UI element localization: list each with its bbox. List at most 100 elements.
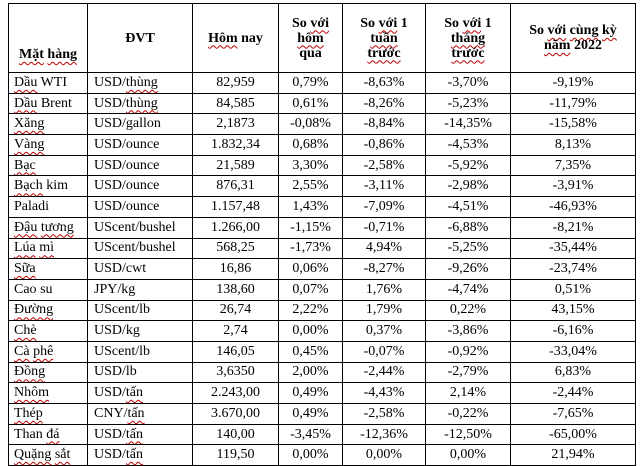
- spellcheck-underline: mì: [39, 240, 55, 256]
- unit-cell: USD/gallon: [87, 113, 193, 136]
- commodity-cell: Vàng: [8, 134, 88, 156]
- column-header: Hôm nay: [192, 3, 279, 73]
- value-cell: -3,45%: [278, 423, 343, 446]
- table-header: Mặt hàng ĐVT Hôm nay So với hôm qua So với 1…: [8, 3, 636, 73]
- value-cell: -1,73%: [278, 237, 343, 260]
- value-cell: 0,07%: [278, 278, 343, 301]
- value-cell: -4,51%: [425, 196, 511, 218]
- value-cell: -0,86%: [342, 134, 426, 156]
- value-cell: 1,76%: [342, 278, 426, 301]
- value-cell: -2,44%: [342, 361, 426, 384]
- value-cell: 568,25: [192, 237, 279, 260]
- table-row: Nhôm USD/tấn 2.243,00 0,49% -4,43% 2,14% -2,44…: [8, 382, 636, 404]
- spellcheck-underline: năm: [544, 38, 571, 53]
- value-cell: -14,35%: [425, 113, 511, 136]
- spellcheck-underline: Bạc: [14, 157, 36, 173]
- value-cell: 8,13%: [510, 134, 636, 156]
- value-cell: -5,23%: [425, 92, 511, 115]
- value-cell: 0,49%: [278, 403, 343, 425]
- unit-cell: USD/ounce: [87, 196, 193, 218]
- unit-cell: USD/tấn: [87, 423, 193, 446]
- value-cell: -12,50%: [425, 423, 511, 446]
- header-row: Mặt hàng ĐVT Hôm nay So với hôm qua So với 1…: [8, 3, 636, 73]
- column-header: So với 1 tháng trước: [425, 3, 511, 73]
- value-cell: 3.670,00: [192, 403, 279, 425]
- table-row: Xăng USD/gallon 2,1873 -0,08% -8,84% -14,35% -…: [8, 113, 636, 136]
- value-cell: -8,84%: [342, 113, 426, 136]
- value-cell: -33,04%: [510, 340, 636, 363]
- spellcheck-underline: Sữa: [14, 261, 36, 277]
- unit-cell: USD/thùng: [87, 92, 193, 115]
- unit-cell: USD/thùng: [87, 72, 193, 94]
- spellcheck-underline: hôm: [297, 30, 324, 46]
- value-cell: 2,55%: [278, 175, 343, 198]
- commodity-cell: Nhôm: [8, 382, 88, 404]
- spellcheck-underline: Dầu: [14, 74, 38, 90]
- value-cell: 0,61%: [278, 92, 343, 115]
- commodity-cell: Than đá: [8, 423, 88, 446]
- column-header: ĐVT: [87, 3, 193, 73]
- value-cell: -2,58%: [342, 403, 426, 425]
- unit-cell: UScent/bushel: [87, 237, 193, 260]
- value-cell: -2,79%: [425, 361, 511, 384]
- unit-cell: UScent/lb: [87, 340, 193, 363]
- commodity-cell: Xăng: [8, 113, 88, 136]
- commodity-cell: Dầu Brent: [8, 92, 88, 115]
- value-cell: 1.266,00: [192, 216, 279, 239]
- value-cell: -3,70%: [425, 72, 511, 94]
- value-cell: 2,22%: [278, 299, 343, 322]
- value-cell: -7,65%: [510, 403, 636, 425]
- column-header: Mặt hàng: [8, 3, 88, 73]
- commodity-cell: Thép: [8, 403, 88, 425]
- value-cell: 7,35%: [510, 154, 636, 177]
- value-cell: 0,79%: [278, 72, 343, 94]
- value-cell: 0,45%: [278, 340, 343, 363]
- value-cell: -35,44%: [510, 237, 636, 260]
- unit-cell: UScent/bushel: [87, 216, 193, 239]
- spellcheck-underline: Thép: [14, 405, 43, 421]
- value-cell: 140,00: [192, 423, 279, 446]
- value-cell: -0,71%: [342, 216, 426, 239]
- value-cell: 0,51%: [510, 278, 636, 301]
- table-row: Đậu tương UScent/bushel 1.266,00 -1,15% -0,7…: [8, 216, 636, 239]
- column-header: So với 1 tuần trước: [342, 3, 426, 73]
- value-cell: -0,22%: [425, 403, 511, 425]
- value-cell: 2.243,00: [192, 382, 279, 404]
- unit-cell: USD/kg: [87, 320, 193, 342]
- value-cell: 1,43%: [278, 196, 343, 218]
- value-cell: 1,79%: [342, 299, 426, 322]
- value-cell: 82,959: [192, 72, 279, 94]
- value-cell: 1.157,48: [192, 196, 279, 218]
- unit-cell: USD/ounce: [87, 154, 193, 177]
- value-cell: -5,25%: [425, 237, 511, 260]
- unit-cell: CNY/tấn: [87, 403, 193, 425]
- column-header: So với cùng kỳ năm 2022: [510, 3, 636, 73]
- spellcheck-underline: tấn: [125, 426, 144, 442]
- table-row: Đồng USD/lb 3,6350 2,00% -2,44% -2,79% 6,83%: [8, 361, 636, 384]
- commodity-cell: Bạch kim: [8, 175, 88, 198]
- value-cell: 2,14%: [425, 382, 511, 404]
- value-cell: -12,36%: [342, 423, 426, 446]
- commodity-cell: Bạc: [8, 154, 88, 177]
- value-cell: -0,92%: [425, 340, 511, 363]
- value-cell: 2,74: [192, 320, 279, 342]
- commodity-cell: Lúa mì: [8, 237, 88, 260]
- unit-cell: JPY/kg: [87, 278, 193, 301]
- table-row: Bạc USD/ounce 21,589 3,30% -2,58% -5,92% 7,35%: [8, 154, 636, 177]
- table-row: Quặng sắt USD/tấn 119,50 0,00% 0,00% 0,00% 21,…: [8, 444, 636, 466]
- unit-cell: USD/tấn: [87, 444, 193, 466]
- value-cell: 3,6350: [192, 361, 279, 384]
- value-cell: -3,91%: [510, 175, 636, 198]
- value-cell: -6,16%: [510, 320, 636, 342]
- value-cell: -8,27%: [342, 258, 426, 280]
- spellcheck-underline: phê: [33, 343, 54, 359]
- spellcheck-underline: sắt: [54, 447, 71, 463]
- table-row: Chè USD/kg 2,74 0,00% 0,37% -3,86% -6,16%: [8, 320, 636, 342]
- value-cell: 0,37%: [342, 320, 426, 342]
- value-cell: -5,92%: [425, 154, 511, 177]
- commodity-cell: Đậu tương: [8, 216, 88, 239]
- commodity-cell: Paladi: [8, 196, 88, 218]
- value-cell: 2,00%: [278, 361, 343, 384]
- spellcheck-underline: đá: [46, 426, 60, 442]
- unit-cell: USD/ounce: [87, 175, 193, 198]
